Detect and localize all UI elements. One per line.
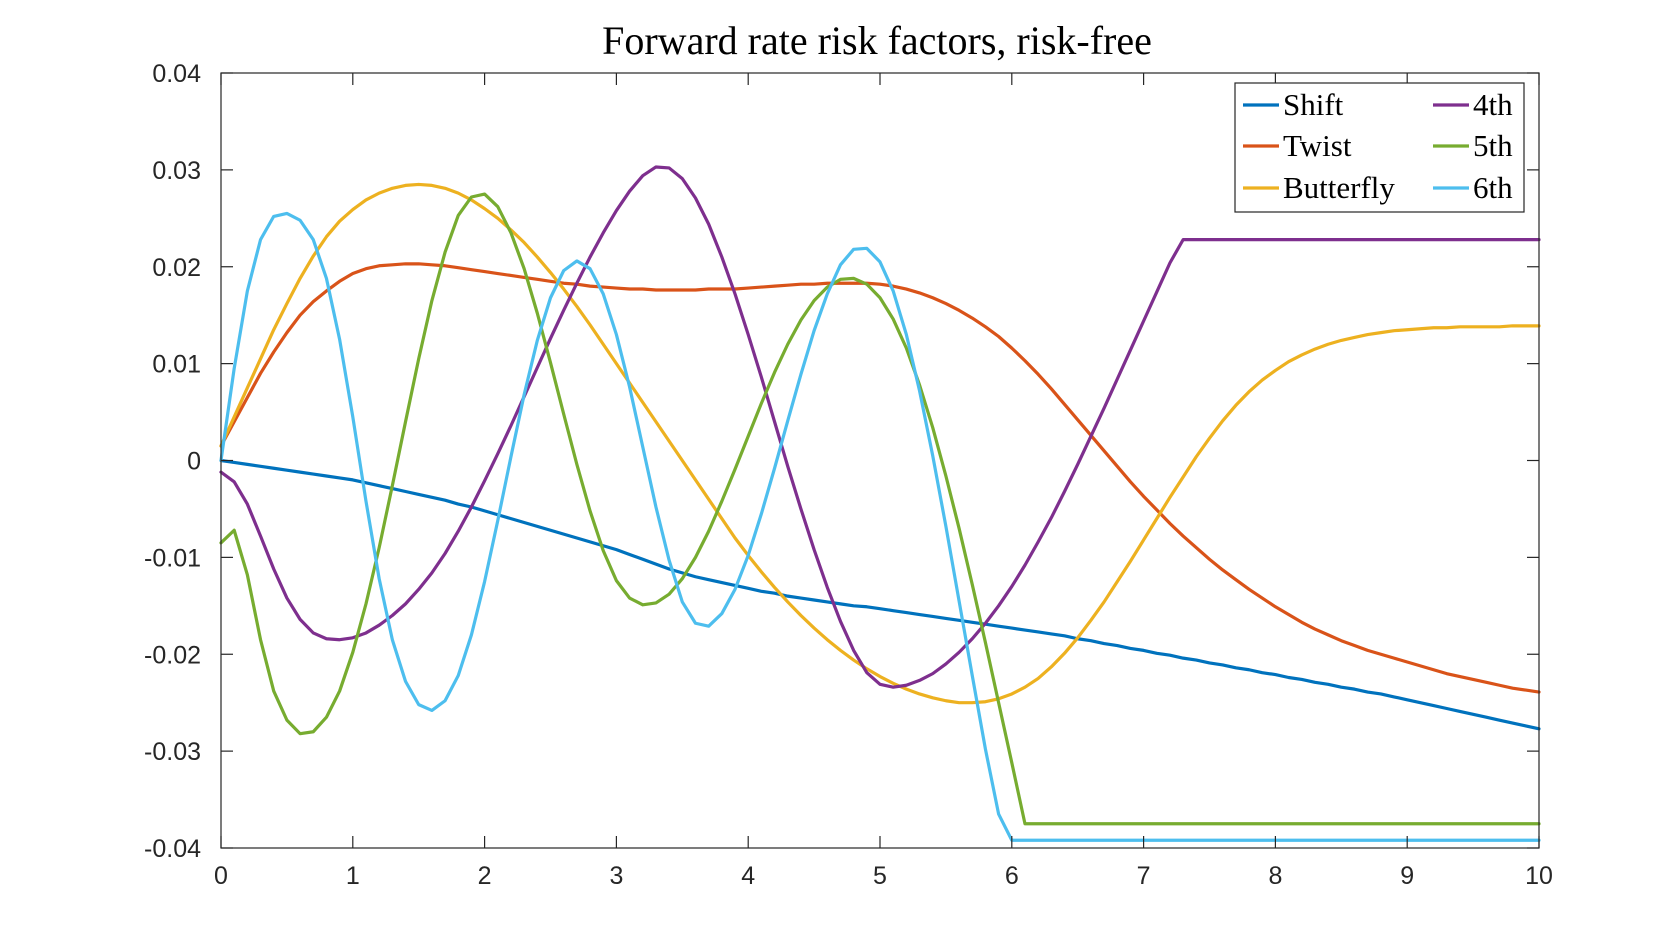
x-tick-label: 5: [873, 862, 887, 890]
legend-label-6th: 6th: [1473, 170, 1513, 205]
legend-label-4th: 4th: [1473, 87, 1513, 122]
x-tick-label: 3: [609, 862, 623, 890]
series-line-6th: [219, 211, 1541, 842]
x-tick-label: 2: [478, 862, 492, 890]
x-tick-label: 10: [1525, 862, 1553, 890]
series-line-twist: [219, 262, 1541, 694]
x-tick-label: 6: [1005, 862, 1019, 890]
y-tick-label: 0: [187, 448, 201, 476]
x-tick-label: 8: [1268, 862, 1282, 890]
y-tick-label: -0.04: [144, 835, 201, 863]
x-tick-label: 1: [346, 862, 360, 890]
ticks-layer: 0 1 2 3 4 5 6 7 8 9 10 -0.04 -0.03 -0.02 -0.01 0 0.01 0.0…: [144, 60, 1553, 890]
series-line-butterfly: [219, 182, 1541, 705]
legend-label-5th: 5th: [1473, 128, 1513, 163]
y-tick-label: 0.04: [152, 60, 201, 88]
y-tick-label: -0.02: [144, 641, 201, 669]
y-tick-label: -0.03: [144, 738, 201, 766]
x-tick-label: 0: [214, 862, 228, 890]
legend-label-shift: Shift: [1283, 87, 1344, 122]
legend-label-butterfly: Butterfly: [1283, 170, 1395, 205]
series-line-5th: [219, 192, 1541, 826]
y-tick-label: 0.01: [152, 351, 201, 379]
legend-box: [1234, 82, 1525, 213]
series-layer: [219, 165, 1541, 842]
series-line-shift: [219, 458, 1541, 731]
y-tick-label: 0.02: [152, 254, 201, 282]
x-tick-label: 9: [1400, 862, 1414, 890]
x-tick-label: 7: [1137, 862, 1151, 890]
y-tick-label: -0.01: [144, 544, 201, 572]
series-line-4th: [219, 165, 1541, 689]
chart-title: Forward rate risk factors, risk-free: [602, 18, 1152, 63]
x-tick-label: 4: [741, 862, 755, 890]
legend: Shift Twist Butterfly 4th 5th 6th: [1234, 82, 1525, 213]
y-tick-label: 0.03: [152, 157, 201, 185]
legend-label-twist: Twist: [1283, 128, 1352, 163]
